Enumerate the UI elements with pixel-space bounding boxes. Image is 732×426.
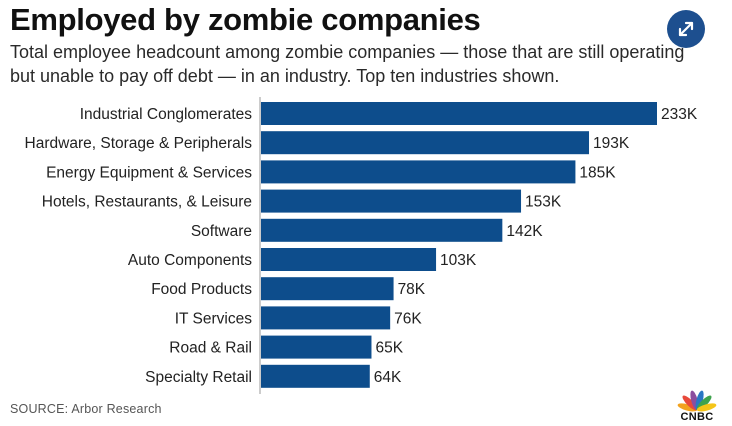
bar [261,248,437,271]
category-label: Road & Rail [169,340,252,357]
bar [261,306,391,330]
chart-title: Employed by zombie companies [10,2,481,37]
cnbc-logo: CNBC [672,383,722,423]
category-label: Auto Components [128,252,252,269]
value-label: 193K [593,135,630,152]
peacock-logo-icon [677,390,717,412]
bar [261,131,590,155]
category-label: Food Products [151,281,252,298]
value-label: 78K [398,281,426,298]
category-label: IT Services [175,310,252,327]
category-label: Specialty Retail [145,369,252,386]
value-label: 103K [440,252,477,269]
source-note: SOURCE: Arbor Research [10,402,162,416]
bar [261,160,576,184]
category-label: Energy Equipment & Services [46,164,252,181]
category-label: Software [191,223,252,240]
value-label: 76K [394,310,422,327]
category-label: Industrial Conglomerates [80,106,253,123]
value-label: 64K [374,369,402,386]
expand-arrows-icon [678,21,694,37]
bar-chart: Industrial Conglomerates 233K Hardware, St… [25,97,698,394]
bar [261,364,370,388]
bar [261,335,372,359]
logo-wordmark: CNBC [680,411,714,423]
bar [261,277,394,301]
value-label: 142K [506,223,543,240]
bar [261,218,503,242]
value-label: 233K [661,106,698,123]
value-label: 65K [375,340,403,357]
chart-subtitle: Total employee headcount among zombie co… [10,42,685,86]
expand-button[interactable] [667,10,705,48]
value-label: 185K [579,164,616,181]
bar [261,189,522,213]
value-label: 153K [525,194,562,211]
bar [261,102,657,125]
category-label: Hotels, Restaurants, & Leisure [42,194,252,211]
category-label: Hardware, Storage & Peripherals [25,135,253,152]
